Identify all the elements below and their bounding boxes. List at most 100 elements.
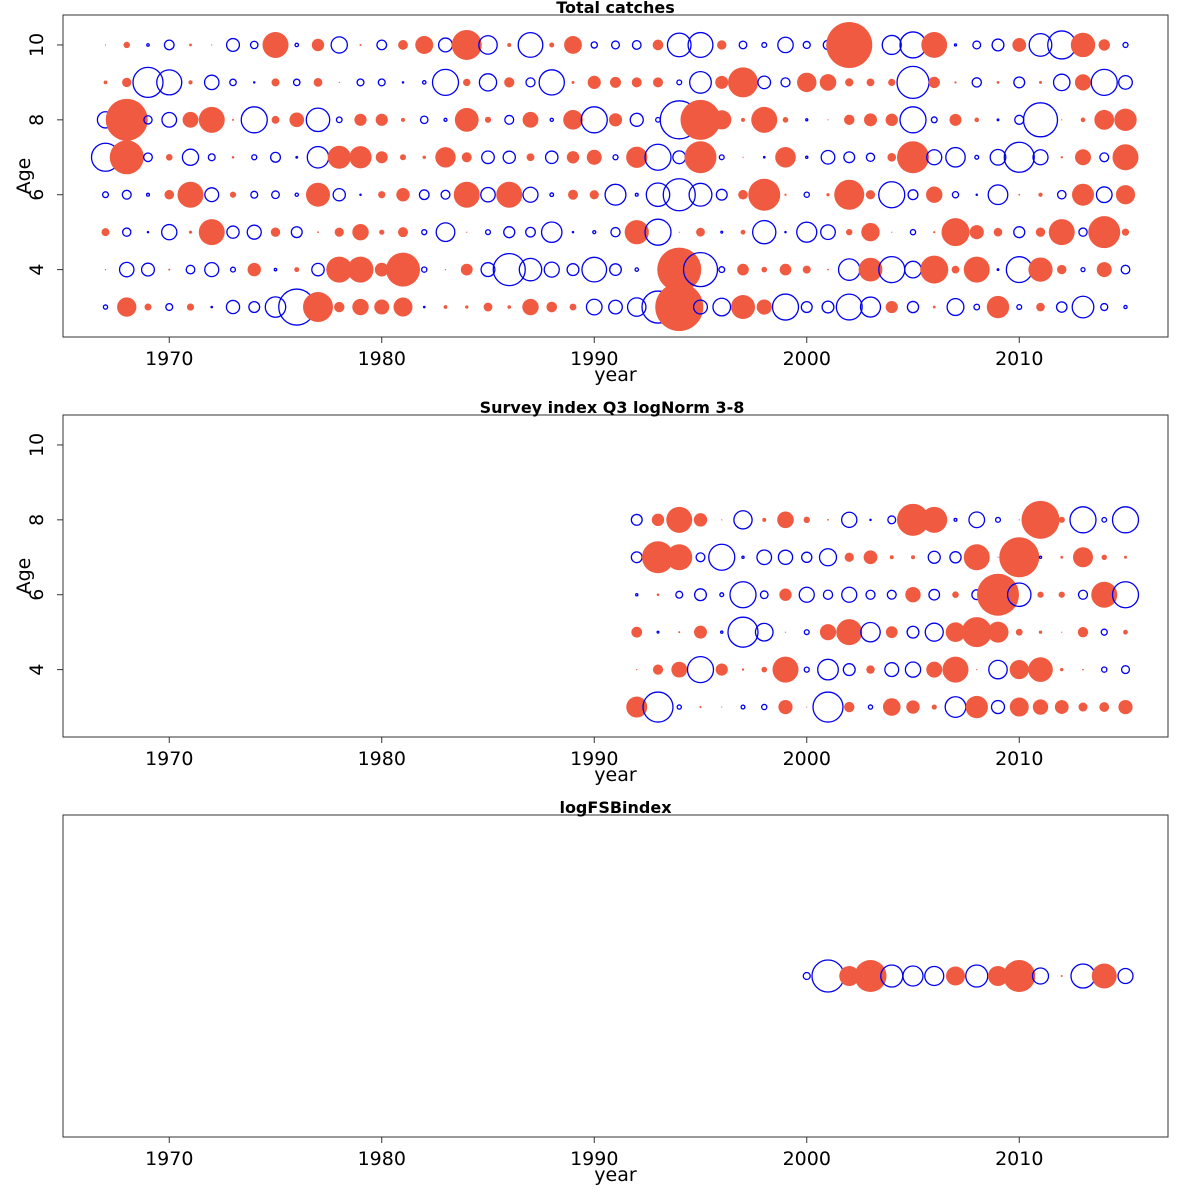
positive-residual-bubble	[885, 113, 898, 127]
panel-logfsbindex: logFSBindex year 1970 1980 1990 2000 2010	[62, 798, 1169, 1186]
positive-residual-bubble	[717, 40, 727, 50]
negative-residual-bubble	[906, 300, 920, 314]
negative-residual-bubble	[478, 73, 498, 92]
negative-residual-bubble	[1013, 76, 1026, 89]
positive-residual-bubble	[435, 147, 456, 168]
positive-residual-bubble	[836, 619, 863, 646]
positive-residual-bubble	[1075, 149, 1091, 166]
positive-residual-bubble	[1096, 262, 1112, 278]
negative-residual-bubble	[610, 226, 621, 238]
negative-residual-bubble	[802, 40, 811, 50]
positive-residual-bubble	[569, 303, 577, 311]
negative-residual-bubble	[571, 230, 575, 234]
negative-residual-bubble	[904, 661, 922, 678]
positive-residual-bubble	[109, 140, 144, 175]
negative-residual-bubble	[881, 34, 902, 56]
negative-residual-bubble	[146, 230, 150, 234]
negative-residual-bubble	[225, 299, 241, 315]
positive-residual-bubble	[961, 617, 992, 648]
positive-residual-bubble	[819, 624, 837, 641]
positive-residual-bubble	[1035, 227, 1046, 237]
negative-residual-bubble	[811, 959, 845, 993]
negative-residual-bubble	[953, 43, 958, 47]
positive-residual-bubble	[996, 80, 1000, 84]
negative-residual-bubble	[437, 37, 454, 53]
positive-residual-bubble	[827, 119, 829, 121]
negative-residual-bubble	[251, 154, 258, 161]
negative-residual-bubble	[492, 252, 526, 287]
positive-residual-bubble	[507, 42, 512, 47]
negative-residual-bubble	[822, 589, 834, 600]
negative-residual-bubble	[330, 36, 348, 54]
x-tick-label: 1970	[145, 348, 193, 370]
plot-frame	[62, 414, 1169, 738]
positive-residual-bubble	[1048, 219, 1075, 246]
positive-residual-bubble	[378, 191, 386, 199]
negative-residual-bubble	[626, 297, 647, 317]
positive-residual-bubble	[326, 256, 353, 283]
negative-residual-bubble	[996, 118, 1000, 122]
positive-residual-bubble	[897, 141, 929, 174]
negative-residual-bubble	[777, 36, 794, 54]
negative-residual-bubble	[160, 223, 178, 241]
positive-residual-bubble	[247, 262, 261, 277]
negative-residual-bubble	[504, 114, 515, 125]
positive-residual-bubble	[656, 593, 660, 597]
negative-residual-bubble	[525, 77, 536, 88]
positive-residual-bubble	[168, 268, 171, 271]
negative-residual-bubble	[204, 187, 220, 203]
negative-residual-bubble	[817, 658, 839, 681]
negative-residual-bubble	[1111, 506, 1140, 534]
negative-residual-bubble	[292, 78, 301, 87]
positive-residual-bubble	[844, 701, 855, 713]
negative-residual-bubble	[887, 515, 897, 525]
positive-residual-bubble	[198, 106, 225, 133]
positive-residual-bubble	[1091, 963, 1117, 989]
positive-residual-bubble	[504, 77, 515, 88]
negative-residual-bubble	[1013, 226, 1026, 239]
positive-residual-bubble	[359, 43, 362, 46]
negative-residual-bubble	[1078, 227, 1088, 237]
negative-residual-bubble	[899, 106, 927, 134]
negative-residual-bubble	[642, 691, 674, 723]
negative-residual-bubble	[729, 581, 757, 609]
negative-residual-bubble	[762, 155, 766, 159]
negative-residual-bubble	[609, 263, 622, 277]
negative-residual-bubble	[972, 40, 982, 50]
negative-residual-bubble	[756, 549, 773, 566]
negative-residual-bubble	[185, 264, 196, 275]
negative-residual-bubble	[675, 590, 684, 599]
positive-residual-bubble	[1098, 39, 1110, 51]
negative-residual-bubble	[951, 190, 960, 199]
negative-residual-bubble	[686, 655, 715, 684]
negative-residual-bubble	[335, 116, 343, 124]
positive-residual-bubble	[549, 42, 555, 48]
x-tick-label: 1980	[358, 1148, 406, 1170]
negative-residual-bubble	[991, 38, 1005, 52]
positive-residual-bubble	[484, 116, 492, 123]
negative-residual-bubble	[928, 588, 941, 601]
positive-residual-bubble	[1028, 657, 1053, 682]
y-tick-label: 6	[26, 589, 48, 601]
negative-residual-bubble	[841, 511, 858, 529]
y-tick-label: 8	[26, 114, 48, 126]
negative-residual-bubble	[676, 704, 683, 710]
negative-residual-bubble	[740, 704, 746, 710]
negative-residual-bubble	[1014, 114, 1025, 125]
negative-residual-bubble	[965, 964, 989, 988]
positive-residual-bubble	[779, 263, 792, 276]
positive-residual-bubble	[1077, 626, 1089, 638]
positive-residual-bubble	[666, 506, 693, 533]
positive-residual-bubble	[327, 145, 351, 169]
negative-residual-bubble	[805, 155, 809, 160]
y-axis-ticks: 4 6 8 10	[26, 433, 63, 676]
negative-residual-bubble	[1099, 152, 1110, 163]
negative-residual-bubble	[156, 69, 183, 96]
positive-residual-bubble	[1072, 183, 1094, 206]
negative-residual-bubble	[294, 42, 300, 48]
negative-residual-bubble	[907, 189, 919, 201]
x-axis-title: year	[594, 364, 637, 386]
positive-residual-bubble	[845, 78, 854, 87]
negative-residual-bubble	[780, 77, 791, 88]
